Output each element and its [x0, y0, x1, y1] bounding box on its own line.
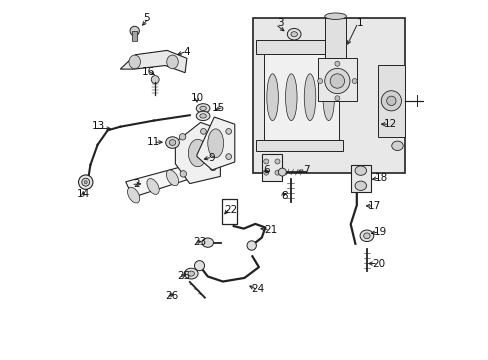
- Bar: [132, 31, 137, 41]
- Text: 3: 3: [277, 18, 283, 28]
- Circle shape: [84, 181, 87, 184]
- Text: 14: 14: [77, 189, 90, 199]
- Ellipse shape: [196, 111, 209, 121]
- Circle shape: [274, 170, 280, 175]
- Polygon shape: [197, 117, 234, 170]
- Polygon shape: [377, 65, 404, 137]
- Polygon shape: [175, 122, 220, 184]
- Polygon shape: [125, 164, 199, 197]
- Circle shape: [209, 164, 216, 171]
- Polygon shape: [256, 140, 342, 151]
- Ellipse shape: [354, 181, 366, 190]
- Circle shape: [274, 159, 280, 164]
- Text: 16: 16: [141, 67, 154, 77]
- Ellipse shape: [304, 74, 315, 121]
- Ellipse shape: [151, 76, 159, 84]
- Circle shape: [324, 68, 349, 94]
- Circle shape: [194, 261, 204, 271]
- Ellipse shape: [266, 74, 278, 121]
- Text: 25: 25: [177, 271, 190, 282]
- Ellipse shape: [285, 74, 296, 121]
- Text: 5: 5: [143, 13, 150, 23]
- Circle shape: [381, 91, 401, 111]
- Polygon shape: [261, 154, 281, 181]
- Text: 8: 8: [281, 191, 287, 201]
- Circle shape: [386, 96, 395, 105]
- Circle shape: [263, 159, 268, 164]
- Circle shape: [81, 178, 89, 186]
- Ellipse shape: [322, 74, 334, 121]
- Circle shape: [225, 154, 231, 159]
- Circle shape: [79, 175, 93, 189]
- Ellipse shape: [188, 139, 206, 167]
- Polygon shape: [256, 40, 342, 54]
- Text: 6: 6: [262, 165, 269, 175]
- Ellipse shape: [185, 161, 198, 177]
- Polygon shape: [263, 54, 339, 140]
- Text: 21: 21: [263, 225, 277, 235]
- Ellipse shape: [146, 179, 159, 194]
- Ellipse shape: [324, 13, 346, 19]
- Text: 11: 11: [147, 137, 160, 147]
- Circle shape: [334, 61, 339, 66]
- Text: 12: 12: [383, 119, 396, 129]
- Ellipse shape: [200, 114, 206, 118]
- Ellipse shape: [129, 55, 140, 69]
- Ellipse shape: [130, 26, 139, 36]
- Text: 15: 15: [211, 103, 225, 113]
- Text: 17: 17: [367, 201, 381, 211]
- Circle shape: [334, 96, 339, 101]
- Text: 26: 26: [165, 291, 178, 301]
- Polygon shape: [120, 50, 186, 73]
- Ellipse shape: [202, 238, 213, 247]
- Bar: [253, 18, 404, 173]
- Ellipse shape: [391, 141, 403, 150]
- Ellipse shape: [278, 168, 285, 176]
- Polygon shape: [350, 165, 370, 192]
- Text: 13: 13: [92, 121, 105, 131]
- Ellipse shape: [290, 32, 297, 37]
- Text: 9: 9: [208, 153, 215, 163]
- Circle shape: [351, 78, 356, 84]
- Ellipse shape: [166, 170, 178, 186]
- Ellipse shape: [165, 137, 179, 148]
- Text: 20: 20: [371, 258, 384, 269]
- Circle shape: [329, 74, 344, 88]
- Ellipse shape: [354, 166, 366, 175]
- Circle shape: [200, 129, 206, 134]
- Text: 7: 7: [303, 165, 309, 175]
- Circle shape: [317, 78, 322, 84]
- Circle shape: [263, 170, 268, 175]
- Ellipse shape: [359, 230, 373, 242]
- Circle shape: [225, 129, 231, 134]
- Text: 18: 18: [374, 173, 387, 183]
- Ellipse shape: [169, 140, 175, 145]
- Ellipse shape: [184, 268, 198, 279]
- Polygon shape: [317, 58, 356, 101]
- Ellipse shape: [187, 271, 194, 276]
- Text: 22: 22: [224, 204, 237, 215]
- Ellipse shape: [200, 106, 206, 111]
- Text: 24: 24: [251, 284, 264, 294]
- Circle shape: [246, 241, 256, 250]
- Text: 23: 23: [192, 237, 206, 247]
- Polygon shape: [324, 18, 346, 58]
- Text: 10: 10: [190, 93, 203, 103]
- Ellipse shape: [127, 187, 140, 203]
- Text: 1: 1: [356, 18, 362, 28]
- Text: 2: 2: [133, 179, 140, 189]
- Text: 4: 4: [183, 47, 190, 57]
- Ellipse shape: [287, 28, 301, 40]
- Ellipse shape: [363, 233, 369, 239]
- Ellipse shape: [207, 129, 223, 158]
- Circle shape: [209, 134, 216, 140]
- Ellipse shape: [196, 104, 209, 113]
- Circle shape: [180, 171, 186, 177]
- Ellipse shape: [166, 55, 178, 69]
- Circle shape: [179, 134, 185, 140]
- Text: 19: 19: [373, 227, 386, 237]
